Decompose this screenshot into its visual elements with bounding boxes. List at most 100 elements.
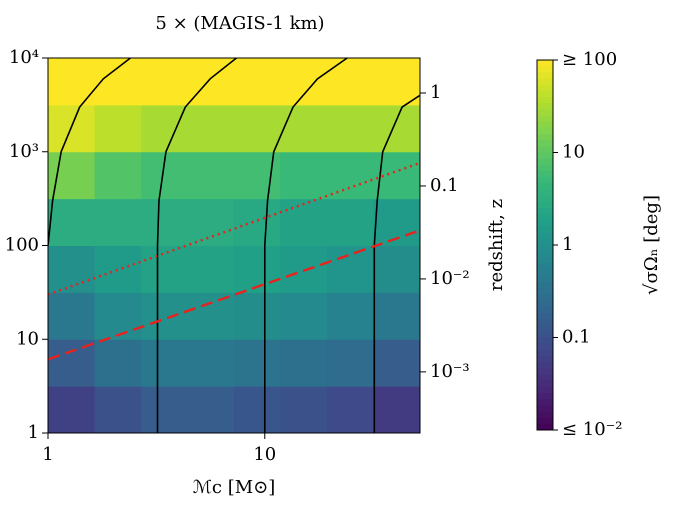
colorbar-segment <box>537 275 553 283</box>
colorbar-segment <box>537 201 553 209</box>
y2-tick-label: 0.1 <box>430 175 459 196</box>
curve <box>373 94 420 433</box>
heatmap-cell <box>48 198 96 246</box>
heatmap-cell <box>234 245 281 293</box>
heatmap-cell <box>327 245 375 293</box>
heatmap-cell <box>141 58 188 106</box>
colorbar-segment <box>537 282 553 289</box>
colorbar-segment <box>537 232 553 240</box>
heatmap-cell <box>187 339 235 387</box>
colorbar-tick-label: 10 <box>562 142 585 163</box>
colorbar-segment <box>537 257 553 264</box>
colorbar-tick-label: ≥ 100 <box>562 49 617 70</box>
colorbar-segment <box>537 60 553 67</box>
x-axis-label: ℳc [M⊙] <box>193 477 276 498</box>
colorbar-segment <box>537 189 553 197</box>
y-tick-label: 1 <box>28 422 39 443</box>
heatmap-cell <box>373 339 421 387</box>
colorbar-segment <box>537 263 553 271</box>
heatmap-cell <box>373 58 421 106</box>
curve <box>263 58 348 433</box>
heatmap-cell <box>280 198 328 246</box>
colorbar-tick-label: 1 <box>562 234 573 255</box>
heatmap-cell <box>327 198 375 246</box>
colorbar-segment <box>537 411 553 419</box>
heatmap-cell <box>234 58 281 106</box>
colorbar-segment <box>537 208 553 215</box>
heatmap-cell <box>280 151 328 200</box>
colorbar-segment <box>537 238 553 246</box>
heatmap-cell <box>327 104 375 153</box>
colorbar-segment <box>537 300 553 308</box>
heatmap-cell <box>94 245 142 293</box>
colorbar-segment <box>537 66 553 73</box>
heatmap-cell <box>141 292 188 340</box>
heatmap-cell <box>234 104 281 153</box>
colorbar-segment <box>537 374 553 382</box>
heatmap-cell <box>373 292 421 340</box>
colorbar-segment <box>537 97 553 104</box>
x-tick-label: 10 <box>253 444 276 465</box>
y2-axis-label: redshift, z <box>486 199 507 291</box>
colorbar-segment <box>537 356 553 363</box>
heatmap-cell <box>234 339 281 387</box>
heatmap-cell <box>280 386 328 434</box>
colorbar-segment <box>537 393 553 400</box>
heatmap-cell <box>234 386 281 434</box>
heatmap-cell <box>94 104 142 153</box>
heatmap-cell <box>280 104 328 153</box>
colorbar-segment <box>537 90 553 98</box>
colorbar-segment <box>537 380 553 388</box>
colorbar-label: √σΩₙ [deg] <box>641 195 662 295</box>
heatmap-cell <box>327 151 375 200</box>
colorbar-segment <box>537 146 553 153</box>
heatmap-cell <box>48 151 96 200</box>
heatmap-cell <box>141 104 188 153</box>
colorbar-segment <box>537 72 553 79</box>
heatmap-cell <box>94 58 142 106</box>
heatmap-cell <box>373 104 421 153</box>
colorbar-segment <box>537 312 553 320</box>
heatmap-cell <box>187 151 235 200</box>
colorbar-segment <box>537 140 553 147</box>
colorbar-segment <box>537 269 553 277</box>
heatmap-cell <box>280 292 328 340</box>
heatmap-cell <box>280 339 328 387</box>
x-tick-label: 1 <box>42 444 53 465</box>
heatmap-cell <box>327 339 375 387</box>
heatmap-cell <box>94 198 142 246</box>
heatmap-cell <box>94 339 142 387</box>
heatmap-cell <box>280 245 328 293</box>
colorbar-segment <box>537 103 553 110</box>
heatmap-cell <box>373 386 421 434</box>
y-tick-label: 10³ <box>9 141 39 162</box>
colorbar-segment <box>537 362 553 369</box>
colorbar-segment <box>537 288 553 295</box>
colorbar-segment <box>537 306 553 314</box>
heatmap-cell <box>234 292 281 340</box>
colorbar-segment <box>537 331 553 338</box>
y2-tick-label: 10⁻² <box>430 268 470 289</box>
curve <box>156 58 237 433</box>
heatmap-cell <box>94 386 142 434</box>
heatmap-cell <box>94 151 142 200</box>
curve <box>48 58 131 246</box>
colorbar-segment <box>537 109 553 116</box>
colorbar-segment <box>537 183 553 190</box>
colorbar-segment <box>537 294 553 301</box>
heatmap-cell <box>141 386 188 434</box>
heatmap-cell <box>94 292 142 340</box>
y-tick-label: 100 <box>5 235 39 256</box>
colorbar-segment <box>537 245 553 252</box>
colorbar-segment <box>537 349 553 357</box>
colorbar-segment <box>537 386 553 394</box>
heatmap-cell <box>141 198 188 246</box>
colorbar-segment <box>537 177 553 184</box>
colorbar-segment <box>537 171 553 178</box>
colorbar-segment <box>537 417 553 425</box>
colorbar-segment <box>537 368 553 375</box>
colorbar-segment <box>537 214 553 221</box>
colorbar-segment <box>537 115 553 123</box>
heatmap-cell <box>48 292 96 340</box>
colorbar-segment <box>537 319 553 326</box>
